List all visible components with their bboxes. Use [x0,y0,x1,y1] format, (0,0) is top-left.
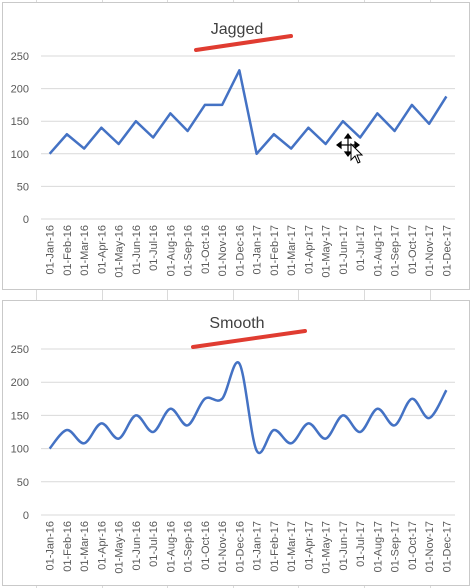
x-tick-label: 01-May-17 [321,521,333,574]
y-tick-label: 0 [23,510,29,522]
x-tick-label: 01-Mar-17 [286,521,298,572]
x-tick-label: 01-Dec-16 [234,225,246,276]
x-tick-label: 01-Jun-17 [338,521,350,571]
x-tick-label: 01-Jan-17 [252,225,264,275]
y-tick-label: 200 [11,377,29,389]
x-tick-label: 01-Aug-17 [372,225,384,276]
chart-jagged-svg: 0 50 100 150 200 250 01-Jan-16 01-Feb-16 01-Mar-… [11,21,455,278]
sheet-column-line [430,0,431,588]
x-tick-label: 01-Aug-17 [372,521,384,572]
x-tick-label: 01-Jun-16 [131,225,143,275]
x-tick-label: 01-Jun-16 [131,521,143,571]
x-tick-label: 01-Aug-16 [165,521,177,572]
x-tick-label: 01-Dec-16 [234,521,246,572]
x-tick-label: 01-Sep-17 [390,225,402,276]
x-tick-label: 01-Mar-16 [79,521,91,572]
y-tick-label: 50 [17,181,29,193]
move-cursor-icon [336,133,364,164]
x-tick-label: 01-Dec-17 [441,225,453,276]
x-tick-label: 01-Sep-16 [183,521,195,572]
y-tick-label: 100 [11,444,29,456]
x-tick-label: 01-Jan-16 [45,225,57,275]
y-tick-label: 250 [11,344,29,356]
x-tick-label: 01-Apr-17 [303,521,315,570]
x-tick-label: 01-Jul-16 [148,225,160,271]
sheet-column-line [102,0,103,588]
title-accent-stroke [191,329,307,349]
sheet-column-line [233,0,234,588]
y-tick-label: 100 [11,149,29,161]
y-tick-label: 250 [11,51,29,63]
chart-smooth-svg: 0 50 100 150 200 250 01-Jan-16 01-Feb-16 01-Mar-… [11,315,455,574]
x-tick-label: 01-Jan-16 [45,521,57,571]
x-tick-label: 01-Jul-17 [355,225,367,271]
x-tick-label: 01-May-16 [114,225,126,278]
y-tick-label: 50 [17,477,29,489]
x-tick-label: 01-Nov-17 [424,521,436,572]
x-tick-label: 01-Feb-16 [62,225,74,276]
x-tick-label: 01-Oct-16 [200,521,212,570]
sheet-column-line [298,0,299,588]
x-tick-label: 01-Feb-17 [269,225,281,276]
x-tick-label: 01-Oct-17 [407,521,419,570]
sheet-column-line [364,0,365,588]
y-tick-label: 0 [23,214,29,226]
x-tick-label: 01-Aug-16 [165,225,177,276]
x-tick-label: 01-Jan-17 [252,521,264,571]
x-tick-label: 01-Jul-16 [148,521,160,567]
x-tick-label: 01-Nov-16 [217,225,229,276]
series-line [48,69,448,156]
sheet-column-line [167,0,168,588]
chart-jagged[interactable]: 0 50 100 150 200 250 01-Jan-16 01-Feb-16 01-Mar-… [2,2,470,290]
x-tick-label: 01-Feb-17 [269,521,281,572]
chart-title: Smooth [209,315,264,332]
x-tick-label: 01-Oct-17 [407,225,419,274]
title-accent-stroke [194,34,293,52]
x-tick-label: 01-Dec-17 [441,521,453,572]
x-tick-label: 01-Feb-16 [62,521,74,572]
x-tick-label: 01-Jun-17 [338,225,350,275]
x-tick-label: 01-May-17 [321,225,333,278]
series-line [48,361,448,455]
x-tick-label: 01-Apr-16 [96,521,108,570]
x-tick-label: 01-Apr-17 [303,225,315,274]
x-tick-label: 01-Sep-17 [390,521,402,572]
y-tick-label: 200 [11,84,29,96]
x-tick-label: 01-Nov-17 [424,225,436,276]
x-tick-label: 01-Jul-17 [355,521,367,567]
x-tick-label: 01-Oct-16 [200,225,212,274]
y-tick-label: 150 [11,410,29,422]
x-tick-label: 01-Apr-16 [96,225,108,274]
x-tick-label: 01-Mar-16 [79,225,91,276]
chart-smooth[interactable]: 0 50 100 150 200 250 01-Jan-16 01-Feb-16 01-Mar-… [2,300,470,586]
x-tick-label: 01-Mar-17 [286,225,298,276]
sheet-column-line [36,0,37,588]
y-tick-label: 150 [11,116,29,128]
x-tick-label: 01-Nov-16 [217,521,229,572]
x-tick-label: 01-May-16 [114,521,126,574]
chart-title: Jagged [211,21,264,38]
x-tick-label: 01-Sep-16 [183,225,195,276]
